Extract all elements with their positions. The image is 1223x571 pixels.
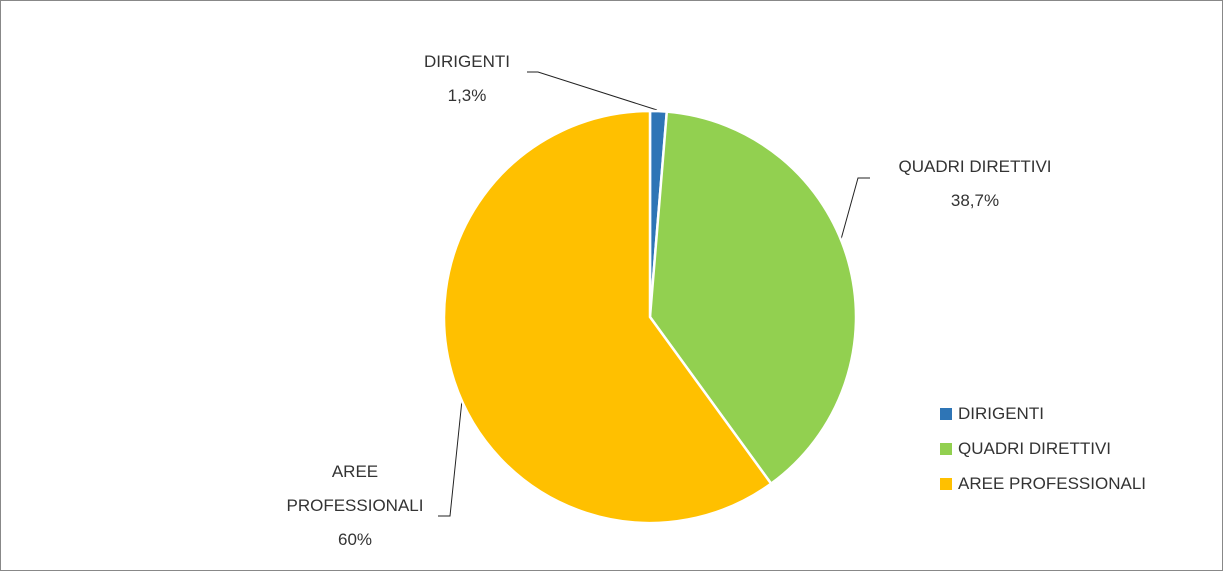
legend-label: AREE PROFESSIONALI [958, 474, 1146, 493]
data-label-category: AREE PROFESSIONALI [286, 462, 424, 515]
pie-slice [648, 110, 858, 486]
data-label: AREE PROFESSIONALI 60% [280, 455, 430, 557]
leader-line [527, 71, 658, 111]
pie-slice [442, 109, 773, 525]
data-label: DIRIGENTI 1,3% [424, 45, 510, 113]
data-label: QUADRI DIRETTIVI 38,7% [898, 150, 1051, 218]
legend-swatch [940, 478, 952, 490]
legend-item: AREE PROFESSIONALI [940, 474, 1146, 494]
leader-line [839, 177, 870, 244]
data-label-value: 38,7% [950, 191, 1000, 210]
leader-line [438, 399, 463, 517]
data-label-value: 1,3% [447, 86, 487, 105]
legend-label: QUADRI DIRETTIVI [958, 439, 1112, 458]
legend-item: DIRIGENTI [940, 404, 1044, 424]
data-label-category: QUADRI DIRETTIVI [898, 157, 1052, 176]
data-label-category: DIRIGENTI [424, 52, 510, 71]
legend-item: QUADRI DIRETTIVI [940, 439, 1111, 459]
legend-label: DIRIGENTI [958, 404, 1044, 423]
legend-swatch [940, 443, 952, 455]
legend-swatch [940, 408, 952, 420]
data-label-value: 60% [337, 530, 373, 549]
